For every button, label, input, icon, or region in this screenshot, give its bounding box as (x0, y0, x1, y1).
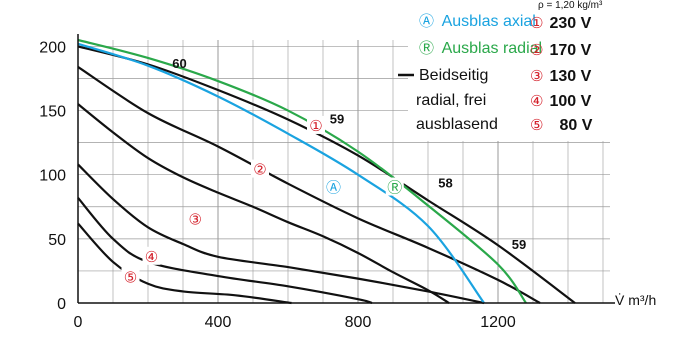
legend-radial-symbol: Ⓡ (419, 39, 434, 57)
legend: ρ = 1,20 kg/m³ Ⓐ Ausblas axial Ⓡ Ausblas… (398, 0, 618, 141)
speed-5: ⑤ 80 V (530, 116, 593, 134)
y-tick-label: 0 (57, 296, 66, 313)
legend-background (408, 8, 618, 141)
curve-radial-7 (77, 38, 527, 304)
curves (77, 38, 576, 305)
speed-4: ④ 100 V (530, 92, 592, 110)
x-tick-label: 800 (345, 314, 372, 331)
curve-free-0 (77, 45, 576, 304)
curve-label: 60 (172, 56, 186, 71)
curve-axial-6 (77, 42, 485, 304)
axes: 0 400 800 1200 0 50 100 150 200 (39, 34, 615, 331)
curve-marker: Ⓐ (326, 179, 341, 197)
y-tick-label: 200 (39, 39, 66, 56)
x-tick-label: 0 (74, 314, 83, 331)
legend-radial-label: Ausblas radial (442, 40, 543, 57)
legend-axial-symbol: Ⓐ (419, 12, 434, 30)
curve-marker: ④ (145, 248, 158, 266)
legend-free-label-2: radial, frei (416, 92, 486, 109)
curve-marker-bg (142, 246, 161, 265)
curve-marker: ① (309, 117, 322, 135)
curve-label: 59 (512, 237, 526, 252)
curve-free-4 (77, 197, 373, 305)
curve-marker-bg (251, 159, 269, 178)
curve-marker-bg (307, 115, 325, 134)
curve-marker-bg (186, 209, 205, 228)
speed-1: ① 230 V (530, 14, 592, 32)
speed-2: ② 170 V (530, 41, 592, 59)
curve-annotations: 60 59 58 59 ① ② ③ ④⑤ Ⓐ Ⓡ (121, 56, 526, 286)
curve-marker: Ⓡ (387, 179, 402, 197)
legend-free-label-3: ausblasend (416, 116, 498, 133)
speed-list: ① 230 V ② 170 V ③ 130 V ④ 100 V ⑤ 80 V (530, 14, 593, 134)
curve-free-3 (77, 163, 485, 305)
y-tick-label: 100 (39, 168, 66, 185)
curve-marker: ⑤ (124, 268, 137, 286)
curve-label: 58 (438, 176, 452, 191)
density-note: ρ = 1,20 kg/m³ (538, 0, 603, 11)
legend-radial: Ⓡ Ausblas radial (419, 39, 542, 57)
curve-free-1 (77, 66, 541, 304)
curve-marker: ② (253, 161, 266, 179)
curve-free-2 (77, 103, 450, 304)
x-tick-label: 400 (205, 314, 232, 331)
curve-marker: ③ (189, 211, 202, 229)
curve-free-5 (77, 222, 292, 305)
curve-marker-bg (121, 267, 140, 286)
curve-marker-bg (324, 177, 343, 196)
y-tick-label: 150 (39, 104, 66, 121)
y-tick-label: 50 (48, 232, 66, 249)
speed-3: ③ 130 V (530, 67, 592, 85)
curve-label: 59 (330, 111, 344, 126)
legend-free-label-1: Beidseitig (419, 67, 488, 84)
x-tick-label: 1200 (480, 314, 516, 331)
legend-axial: Ⓐ Ausblas axial (419, 12, 536, 30)
curve-marker-bg (385, 177, 404, 196)
legend-axial-label: Ausblas axial (442, 13, 536, 30)
x-axis-unit-label: V̇ m³/h (615, 292, 656, 308)
